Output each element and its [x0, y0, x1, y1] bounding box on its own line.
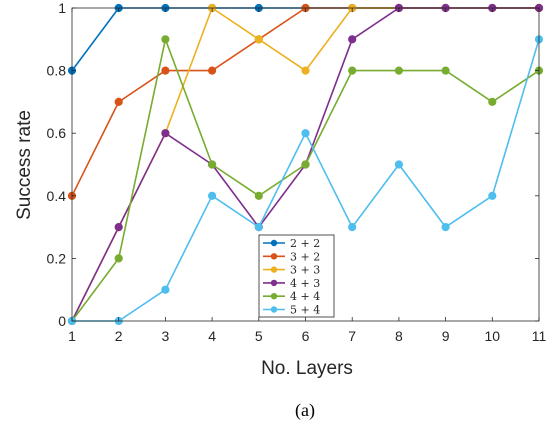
x-axis-label: No. Layers	[261, 358, 353, 379]
data-point	[488, 97, 497, 107]
data-point	[161, 66, 170, 75]
legend-box	[258, 234, 335, 318]
x-tick-label: 1	[68, 328, 76, 344]
axes: 1 2 3 4 5 6 7 8 9 10 11 0 0.2 0.4 0.6 0.8 1	[47, 0, 547, 344]
data-point	[161, 285, 170, 294]
x-tick-label: 2	[115, 328, 123, 344]
figure-caption: (a)	[295, 400, 315, 421]
x-tick-label: 6	[302, 328, 310, 344]
data-point	[208, 160, 217, 169]
legend-label: 5 + 4	[290, 304, 320, 317]
data-point	[394, 160, 403, 169]
legend-label: 4 + 4	[290, 290, 320, 303]
x-tick-label: 8	[395, 328, 403, 344]
data-point	[394, 66, 403, 75]
data-point	[348, 66, 357, 75]
data-point	[161, 35, 170, 44]
data-point	[441, 66, 450, 75]
data-point	[254, 191, 263, 200]
series-6	[67, 35, 544, 326]
data-point	[208, 191, 217, 200]
x-tick-label: 3	[162, 328, 170, 344]
x-tick-label: 5	[255, 328, 263, 344]
y-tick-label: 0.2	[47, 250, 67, 266]
legend-label: 2 + 2	[290, 237, 320, 250]
legend-label: 3 + 2	[290, 250, 320, 263]
legend: 2 + 23 + 23 + 34 + 34 + 45 + 4	[258, 234, 335, 318]
legend-swatch-marker	[270, 279, 278, 287]
data-point	[301, 66, 310, 75]
data-point	[114, 223, 123, 232]
y-tick-label: 0.6	[47, 125, 67, 141]
legend-swatch-marker	[270, 266, 278, 273]
x-tick-label: 9	[442, 328, 450, 344]
x-tick-label: 4	[208, 328, 216, 344]
data-point	[208, 66, 217, 75]
x-tick-label: 10	[485, 328, 501, 344]
data-point	[254, 35, 263, 44]
legend-label: 4 + 3	[290, 277, 320, 290]
data-point	[254, 223, 263, 232]
data-point	[161, 129, 170, 138]
y-tick-label: 0	[58, 313, 66, 329]
data-point	[441, 223, 450, 232]
legend-swatch-marker	[270, 293, 278, 300]
x-tick-label: 7	[348, 328, 356, 344]
legend-label: 3 + 3	[290, 264, 320, 277]
data-point	[488, 191, 497, 200]
y-tick-label: 0.4	[47, 188, 67, 204]
x-tick-label: 11	[532, 328, 547, 344]
legend-swatch-marker	[270, 253, 278, 260]
y-axis-label: Success rate	[14, 110, 35, 220]
y-tick-label: 1	[58, 0, 66, 16]
legend-swatch-marker	[270, 239, 278, 247]
data-point	[348, 35, 357, 44]
data-point	[301, 129, 310, 138]
data-point	[348, 223, 357, 232]
data-point	[114, 97, 123, 107]
data-point	[301, 160, 310, 169]
legend-swatch-marker	[270, 306, 278, 313]
y-tick-label: 0.8	[47, 63, 67, 79]
data-point	[114, 254, 123, 263]
